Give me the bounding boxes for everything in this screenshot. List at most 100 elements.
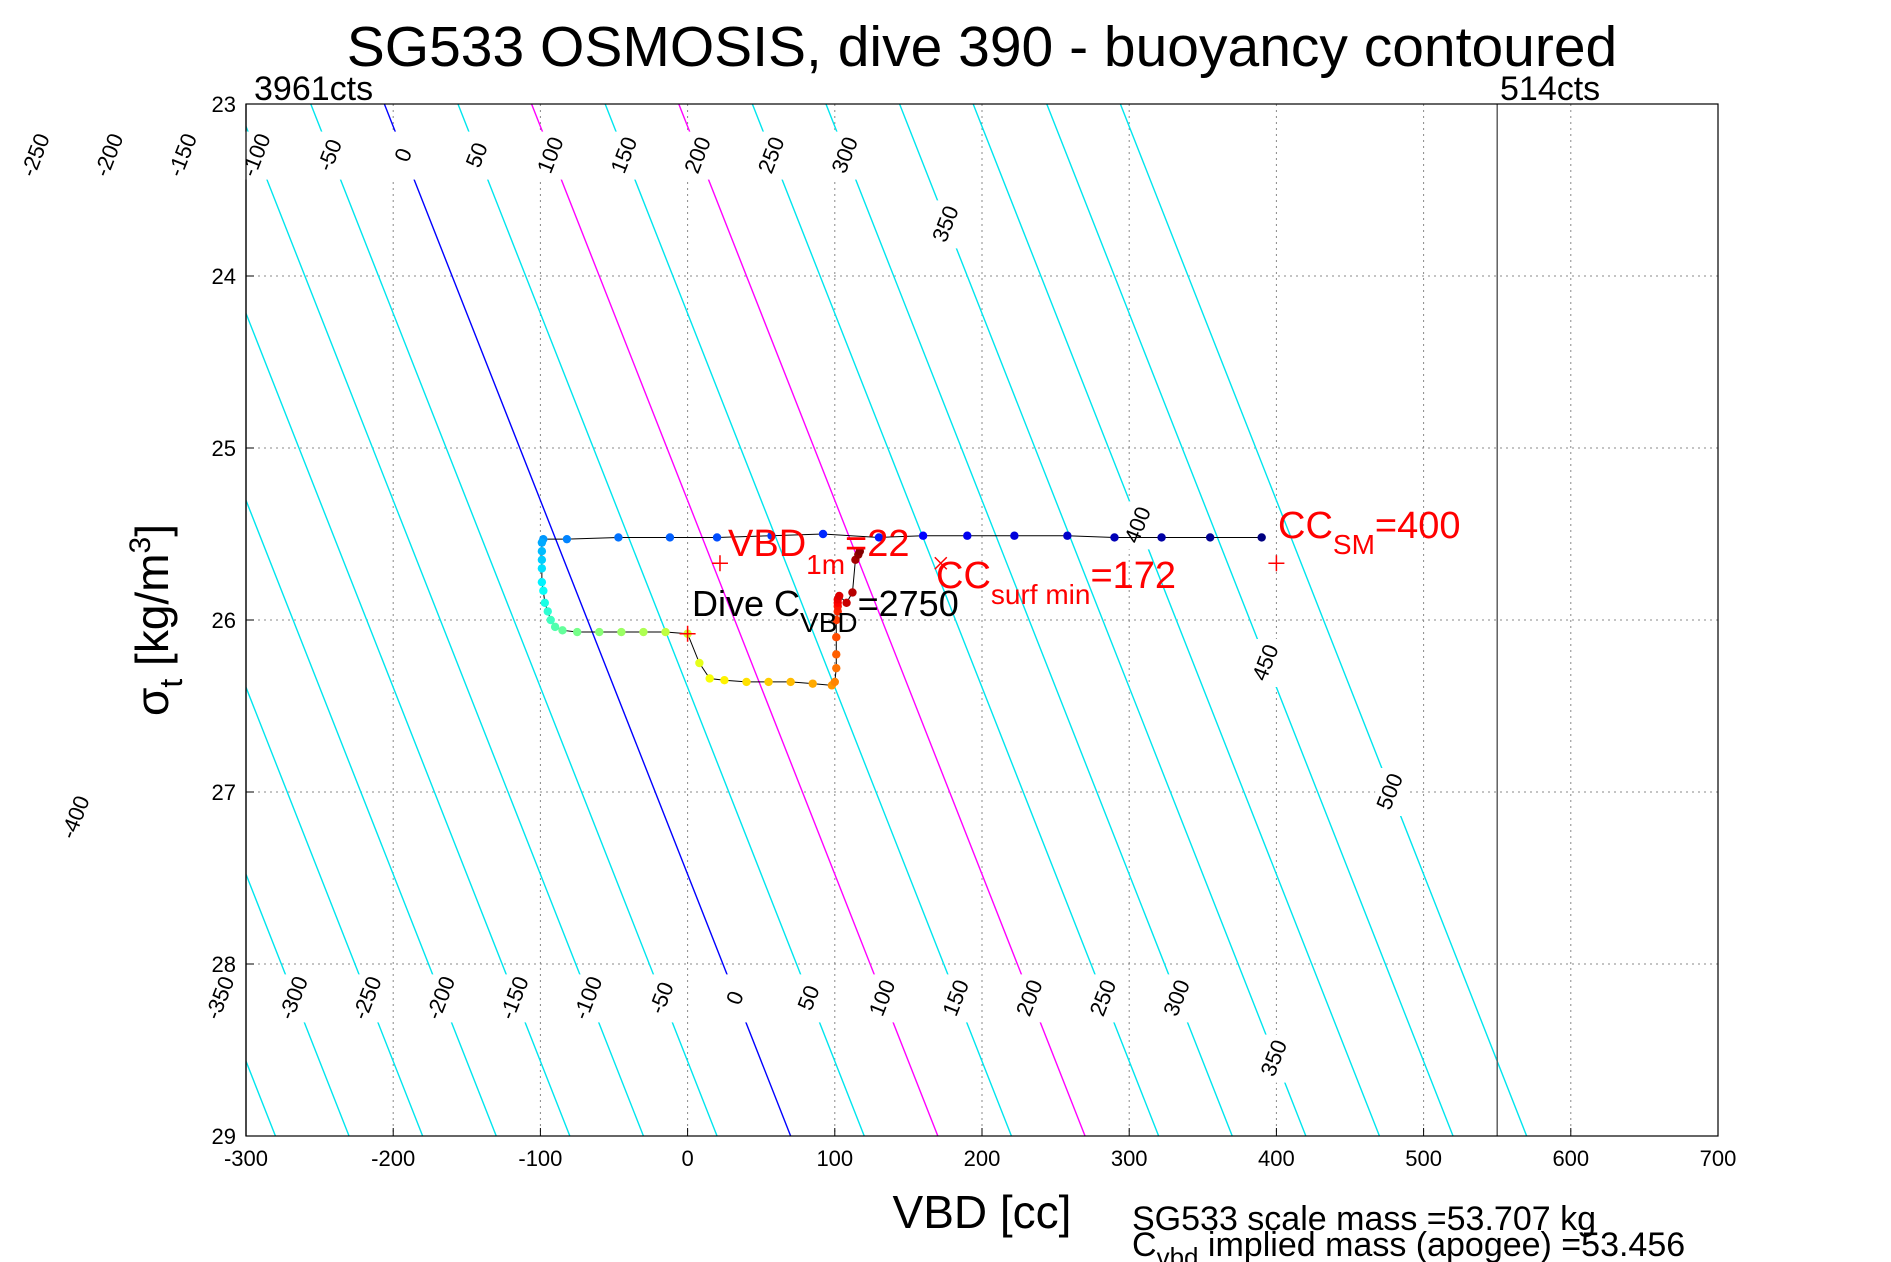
contour-line <box>383 104 792 1136</box>
contour-label-bg <box>683 131 716 180</box>
contour-line <box>530 104 939 1136</box>
svg-text:σt [kg/m3]: σt [kg/m3] <box>124 524 189 716</box>
contour-line <box>972 104 1381 1136</box>
contour-label-bg <box>756 131 789 180</box>
x-tick-label: -200 <box>371 1146 415 1171</box>
contour-label-bg <box>352 974 385 1023</box>
contour-label-bg <box>609 131 642 180</box>
contour-label-bg <box>167 131 200 180</box>
footer-implied-tail: implied mass (apogee) =53.456 <box>1198 1226 1685 1262</box>
contour-label-bg <box>94 131 127 180</box>
contour-label-bg <box>205 974 238 1023</box>
y-tick-label: 24 <box>212 264 236 289</box>
contour-line <box>604 104 1013 1136</box>
x-tick-label: 600 <box>1552 1146 1589 1171</box>
contour-label-bg <box>278 974 311 1023</box>
dive-track-point <box>537 577 547 587</box>
annotation-cc-surf: CCsurf min=172 <box>936 555 1176 610</box>
x-tick-label: -300 <box>224 1146 268 1171</box>
contour-label-bg <box>1162 974 1195 1023</box>
dive-track-point <box>695 658 704 668</box>
dive-track-point <box>562 534 572 544</box>
contour-label-bg <box>426 974 459 1023</box>
contour-label-bg <box>462 131 495 180</box>
x-tick-label: 300 <box>1111 1146 1148 1171</box>
dive-track-point <box>546 615 555 625</box>
dive-track-point <box>550 622 560 632</box>
y-label-sup: 3 <box>124 537 157 554</box>
contour-line <box>246 498 497 1136</box>
contour-line <box>246 872 350 1136</box>
contour-label-bg <box>315 131 348 180</box>
dive-track-point <box>573 627 582 637</box>
y-tick-label: 25 <box>212 436 236 461</box>
contour-label-bg <box>930 200 963 249</box>
contour-label-bg <box>830 131 863 180</box>
x-tick-label: 700 <box>1700 1146 1737 1171</box>
contour-label-bg <box>1259 1034 1292 1083</box>
corner-label-left: 3961cts <box>254 70 373 108</box>
dive-track-point <box>764 677 773 687</box>
dive-track-point <box>537 547 547 556</box>
dive-track-point <box>830 677 839 687</box>
y-label-sub: t <box>153 679 189 688</box>
dive-track-point <box>1257 533 1266 542</box>
dive-track-point <box>963 531 972 540</box>
contour-label-bg <box>1250 639 1283 687</box>
dive-track-point <box>808 679 817 688</box>
annotation-cc-surf-tail: =172 <box>1090 555 1176 597</box>
y-tick-label: 27 <box>212 780 236 805</box>
x-tick-label: -100 <box>518 1146 562 1171</box>
contour-label-bg <box>1088 974 1121 1023</box>
footer-implied-sub: vbd <box>1157 1242 1199 1262</box>
dive-track-point <box>1010 531 1019 540</box>
dive-track-point <box>539 586 548 595</box>
annotation-cc-surf-main: CC <box>936 555 991 597</box>
annotation-dive-cvbd: Dive CVBD=2750 <box>692 583 959 638</box>
contour-line <box>0 104 128 1136</box>
footer-scale-mass: SG533 scale mass =53.707 kg <box>1132 1200 1596 1238</box>
dive-track-point <box>874 533 884 542</box>
dive-track-point <box>537 555 547 564</box>
dive-track-point <box>1063 531 1072 540</box>
dive-track-point <box>832 650 841 659</box>
dive-track-point <box>665 533 675 542</box>
contour-label-bg <box>60 793 93 842</box>
dive-track-point <box>639 627 648 637</box>
y-label-unit: [kg/m <box>126 553 178 665</box>
y-label-symbol: σ <box>126 688 178 716</box>
contour-line <box>0 104 55 1136</box>
dive-track-point <box>1157 533 1166 542</box>
contour-line <box>678 104 1086 1136</box>
annotation-cc-sm: CCSM=400 <box>1278 505 1460 560</box>
annotation-vbd1m-tail: =22 <box>845 523 909 565</box>
markers <box>679 555 1285 642</box>
x-tick-label: 500 <box>1405 1146 1442 1171</box>
dive-track-point <box>1110 533 1119 542</box>
contour-label-bg <box>20 131 53 180</box>
dive-track-point <box>832 633 841 642</box>
corner-label-right: 514cts <box>1500 70 1600 108</box>
dive-track-point <box>1205 533 1215 542</box>
x-tick-label: 0 <box>681 1146 693 1171</box>
contour-label-bg <box>867 974 900 1023</box>
contour-label-bg <box>720 974 753 1023</box>
contour-label-bg <box>499 974 532 1023</box>
contour-labels: -350-300-250-200-150-100-500501001502002… <box>15 130 1408 1083</box>
x-axis-label: VBD [cc] <box>893 1186 1072 1238</box>
contour-label-bg <box>794 974 827 1023</box>
x-tick-label: 400 <box>1258 1146 1295 1171</box>
dive-track-point <box>832 615 841 625</box>
y-axis-label: σt [kg/m3] <box>124 524 189 716</box>
contour-line <box>825 104 1233 1136</box>
contour-line <box>246 685 424 1136</box>
contour-label-bg <box>388 131 421 180</box>
contour-line <box>310 104 718 1136</box>
annotation-dive-cvbd-tail: =2750 <box>858 583 959 624</box>
chart-title: SG533 OSMOSIS, dive 390 - buoyancy conto… <box>347 15 1618 79</box>
x-tick-label: 200 <box>964 1146 1001 1171</box>
dive-track <box>537 529 1266 690</box>
dive-track-point <box>617 627 626 637</box>
annotation-vbd1m: VBD1m=22 <box>728 523 910 580</box>
